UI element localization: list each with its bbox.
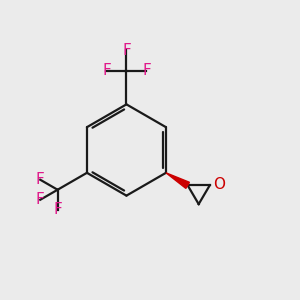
Text: F: F — [122, 43, 131, 58]
Text: F: F — [102, 63, 111, 78]
Polygon shape — [166, 173, 189, 188]
Text: O: O — [214, 177, 226, 192]
Text: F: F — [36, 172, 45, 187]
Text: F: F — [53, 202, 62, 217]
Text: F: F — [142, 63, 151, 78]
Text: F: F — [36, 192, 45, 207]
